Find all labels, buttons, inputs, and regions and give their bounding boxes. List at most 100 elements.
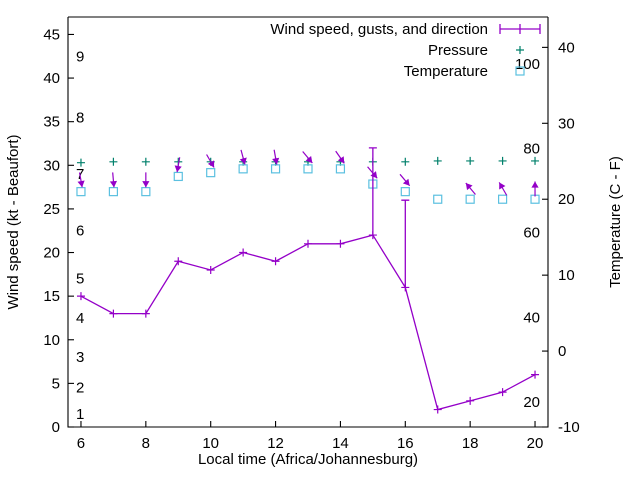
beaufort-label-3: 3: [76, 349, 84, 366]
y-tick-label-20: 20: [43, 245, 60, 262]
wind-direction-arrow: [367, 166, 378, 179]
y-tick-label-40: 40: [43, 70, 60, 87]
fahrenheit-label-100: 100: [515, 56, 540, 73]
y2-tick-label--10: -10: [558, 419, 580, 436]
legend-sample-wind: [499, 24, 541, 34]
wind-speed-point: [76, 292, 85, 301]
y-tick-label-35: 35: [43, 114, 60, 131]
wind-direction-arrow: [302, 151, 313, 164]
temperature-point: [335, 164, 346, 174]
legend-label-0: Wind speed, gusts, and direction: [270, 21, 488, 38]
y2-axis-title: Temperature (C - F): [607, 156, 624, 288]
wind-direction-arrow: [206, 154, 215, 168]
temperature-point: [141, 187, 151, 197]
wind-direction-arrow: [109, 172, 118, 188]
wind-direction-arrow: [465, 182, 476, 195]
x-tick-label-16: 16: [397, 435, 414, 452]
y-tick-label-0: 0: [52, 419, 60, 436]
beaufort-label-9: 9: [76, 48, 84, 65]
x-tick-label-14: 14: [332, 435, 349, 452]
y2-tick-label-30: 30: [558, 115, 575, 132]
wind-speed-point: [271, 257, 280, 266]
fahrenheit-label-60: 60: [523, 225, 540, 242]
y2-tick-label-20: 20: [558, 191, 575, 208]
wind-direction-arrow: [272, 149, 280, 165]
wind-direction-arrow: [174, 157, 182, 173]
y-tick-label-30: 30: [43, 157, 60, 174]
fahrenheit-label-20: 20: [523, 394, 540, 411]
pressure-point: [141, 157, 150, 166]
axis-frame: [67, 17, 549, 428]
temperature-point: [238, 164, 248, 174]
beaufort-label-4: 4: [76, 310, 84, 327]
beaufort-label-6: 6: [76, 223, 84, 240]
pressure-point: [433, 156, 442, 165]
y-tick-label-15: 15: [43, 288, 60, 305]
temperature-point: [206, 168, 216, 178]
temperature-point: [433, 194, 443, 204]
temperature-point: [108, 187, 119, 197]
y-tick-label-10: 10: [43, 332, 60, 349]
x-tick-label-18: 18: [462, 435, 479, 452]
legend-sample-temperature: [515, 66, 525, 76]
temperature-point: [303, 164, 313, 174]
wind-speed-point: [368, 231, 377, 240]
wind-speed-point: [498, 388, 507, 397]
fahrenheit-label-40: 40: [523, 310, 540, 327]
wind-speed-point: [109, 309, 118, 318]
x-tick-label-20: 20: [527, 435, 544, 452]
x-tick-label-8: 8: [142, 435, 150, 452]
wind-speed-point: [433, 405, 442, 414]
wind-speed-point: [174, 257, 183, 266]
wind-direction-arrow: [335, 150, 345, 164]
y-tick-label-45: 45: [43, 26, 60, 43]
x-tick-label-10: 10: [202, 435, 219, 452]
temperature-point: [270, 164, 281, 174]
pressure-point: [109, 157, 118, 166]
wind-direction-arrow: [77, 172, 85, 188]
wind-direction-arrow: [239, 149, 247, 165]
temperature-point: [400, 187, 410, 197]
beaufort-label-8: 8: [76, 109, 84, 126]
y-tick-label-25: 25: [43, 201, 60, 218]
legend-label-1: Pressure: [428, 42, 488, 59]
wind-speed-point: [239, 248, 248, 257]
beaufort-label-5: 5: [76, 271, 84, 288]
temperature-point: [76, 187, 86, 197]
y2-tick-label-10: 10: [558, 267, 575, 284]
x-tick-label-12: 12: [267, 435, 284, 452]
wind-speed-point: [401, 283, 410, 292]
pressure-point: [531, 156, 540, 165]
wind-direction-arrow: [498, 182, 508, 196]
legend-label-2: Temperature: [404, 63, 488, 80]
wind-speed-line: [80, 234, 536, 411]
y2-tick-label-40: 40: [558, 39, 575, 56]
x-tick-label-6: 6: [77, 435, 85, 452]
pressure-point: [401, 157, 410, 166]
pressure-point: [466, 156, 475, 165]
x-axis-title: Local time (Africa/Johannesburg): [198, 451, 418, 468]
wind-speed-point: [531, 370, 540, 379]
gust-errorbar: [368, 147, 377, 236]
pressure-point: [498, 156, 507, 165]
beaufort-label-1: 1: [76, 406, 84, 423]
wind-speed-point: [466, 396, 475, 405]
wind-speed-point: [304, 239, 312, 248]
wind-direction-arrow: [399, 173, 411, 187]
beaufort-label-2: 2: [76, 380, 84, 397]
fahrenheit-label-80: 80: [523, 140, 540, 157]
temperature-point: [173, 171, 183, 182]
legend-sample-pressure: [516, 46, 524, 54]
wind-direction-arrow: [142, 172, 150, 188]
pressure-point: [76, 158, 85, 167]
gust-errorbar: [401, 199, 410, 288]
wind-direction-arrow: [531, 181, 539, 197]
wind-speed-point: [336, 239, 345, 248]
y-axis-title: Wind speed (kt - Beaufort): [5, 134, 22, 309]
y2-tick-label-0: 0: [558, 343, 566, 360]
y-tick-label-5: 5: [52, 375, 60, 392]
temperature-point: [497, 194, 508, 204]
temperature-point: [465, 194, 475, 204]
